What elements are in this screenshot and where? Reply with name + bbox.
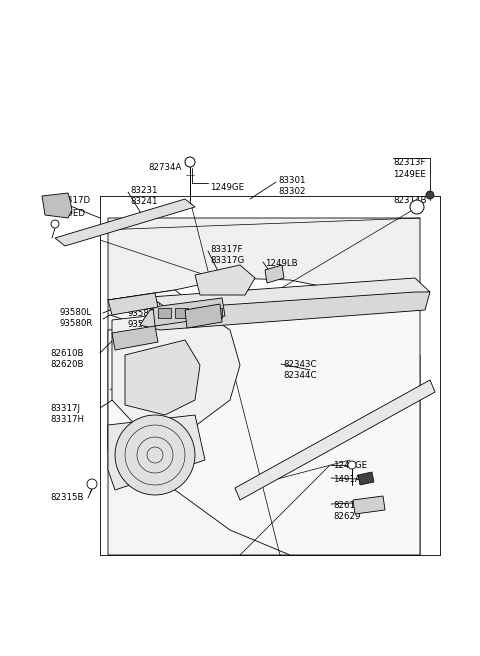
Text: 93581F: 93581F (127, 320, 159, 329)
Text: 93582A: 93582A (127, 298, 160, 307)
Text: 93580L: 93580L (60, 308, 92, 317)
Polygon shape (195, 265, 255, 295)
Text: 82344C: 82344C (283, 371, 316, 380)
Text: 82315B: 82315B (50, 493, 84, 502)
Text: 83231: 83231 (130, 186, 157, 195)
Text: 83317F: 83317F (210, 245, 242, 254)
Polygon shape (108, 310, 420, 555)
Text: 1249ED: 1249ED (51, 209, 85, 218)
Text: 82313F: 82313F (393, 158, 425, 167)
Text: 83241: 83241 (130, 197, 157, 206)
Circle shape (348, 461, 356, 469)
Text: 82620B: 82620B (50, 360, 84, 369)
Polygon shape (153, 298, 225, 326)
Text: 1491AD: 1491AD (333, 475, 367, 484)
Text: 82629: 82629 (333, 512, 360, 521)
Text: 82619B: 82619B (333, 501, 366, 510)
Circle shape (51, 220, 59, 228)
Circle shape (410, 200, 424, 214)
Polygon shape (108, 293, 158, 315)
Polygon shape (140, 292, 430, 330)
Polygon shape (150, 278, 430, 310)
Polygon shape (235, 380, 435, 500)
Text: 82314B: 82314B (393, 196, 427, 205)
Text: 1249GE: 1249GE (210, 183, 244, 192)
Text: 83301: 83301 (278, 176, 305, 185)
Bar (209, 308, 222, 318)
Bar (158, 308, 171, 318)
Polygon shape (42, 193, 72, 218)
Polygon shape (108, 415, 205, 490)
Text: 1249LB: 1249LB (265, 259, 298, 268)
Text: 82734A: 82734A (148, 163, 181, 172)
Circle shape (87, 479, 97, 489)
Text: 93582B: 93582B (127, 309, 160, 318)
Text: 83302: 83302 (278, 187, 305, 196)
Text: 82343C: 82343C (283, 360, 316, 369)
Polygon shape (115, 415, 195, 495)
Polygon shape (112, 310, 240, 430)
Bar (175, 308, 188, 318)
Text: 82610B: 82610B (50, 349, 84, 358)
Text: 93580R: 93580R (60, 319, 94, 328)
Polygon shape (108, 290, 420, 555)
Polygon shape (358, 472, 374, 485)
Circle shape (185, 157, 195, 167)
Polygon shape (125, 340, 200, 415)
Text: 1249EE: 1249EE (393, 170, 426, 179)
Circle shape (426, 191, 434, 199)
Text: 1249GE: 1249GE (333, 461, 367, 470)
Text: 83317J: 83317J (50, 404, 80, 413)
Text: 83317H: 83317H (50, 415, 84, 424)
Polygon shape (55, 199, 195, 246)
Bar (192, 308, 205, 318)
Polygon shape (353, 496, 385, 514)
Polygon shape (185, 304, 222, 328)
Text: 83317G: 83317G (210, 256, 244, 265)
Polygon shape (112, 326, 158, 350)
Text: 82317D: 82317D (56, 196, 90, 205)
Polygon shape (108, 218, 420, 300)
Polygon shape (265, 265, 284, 283)
